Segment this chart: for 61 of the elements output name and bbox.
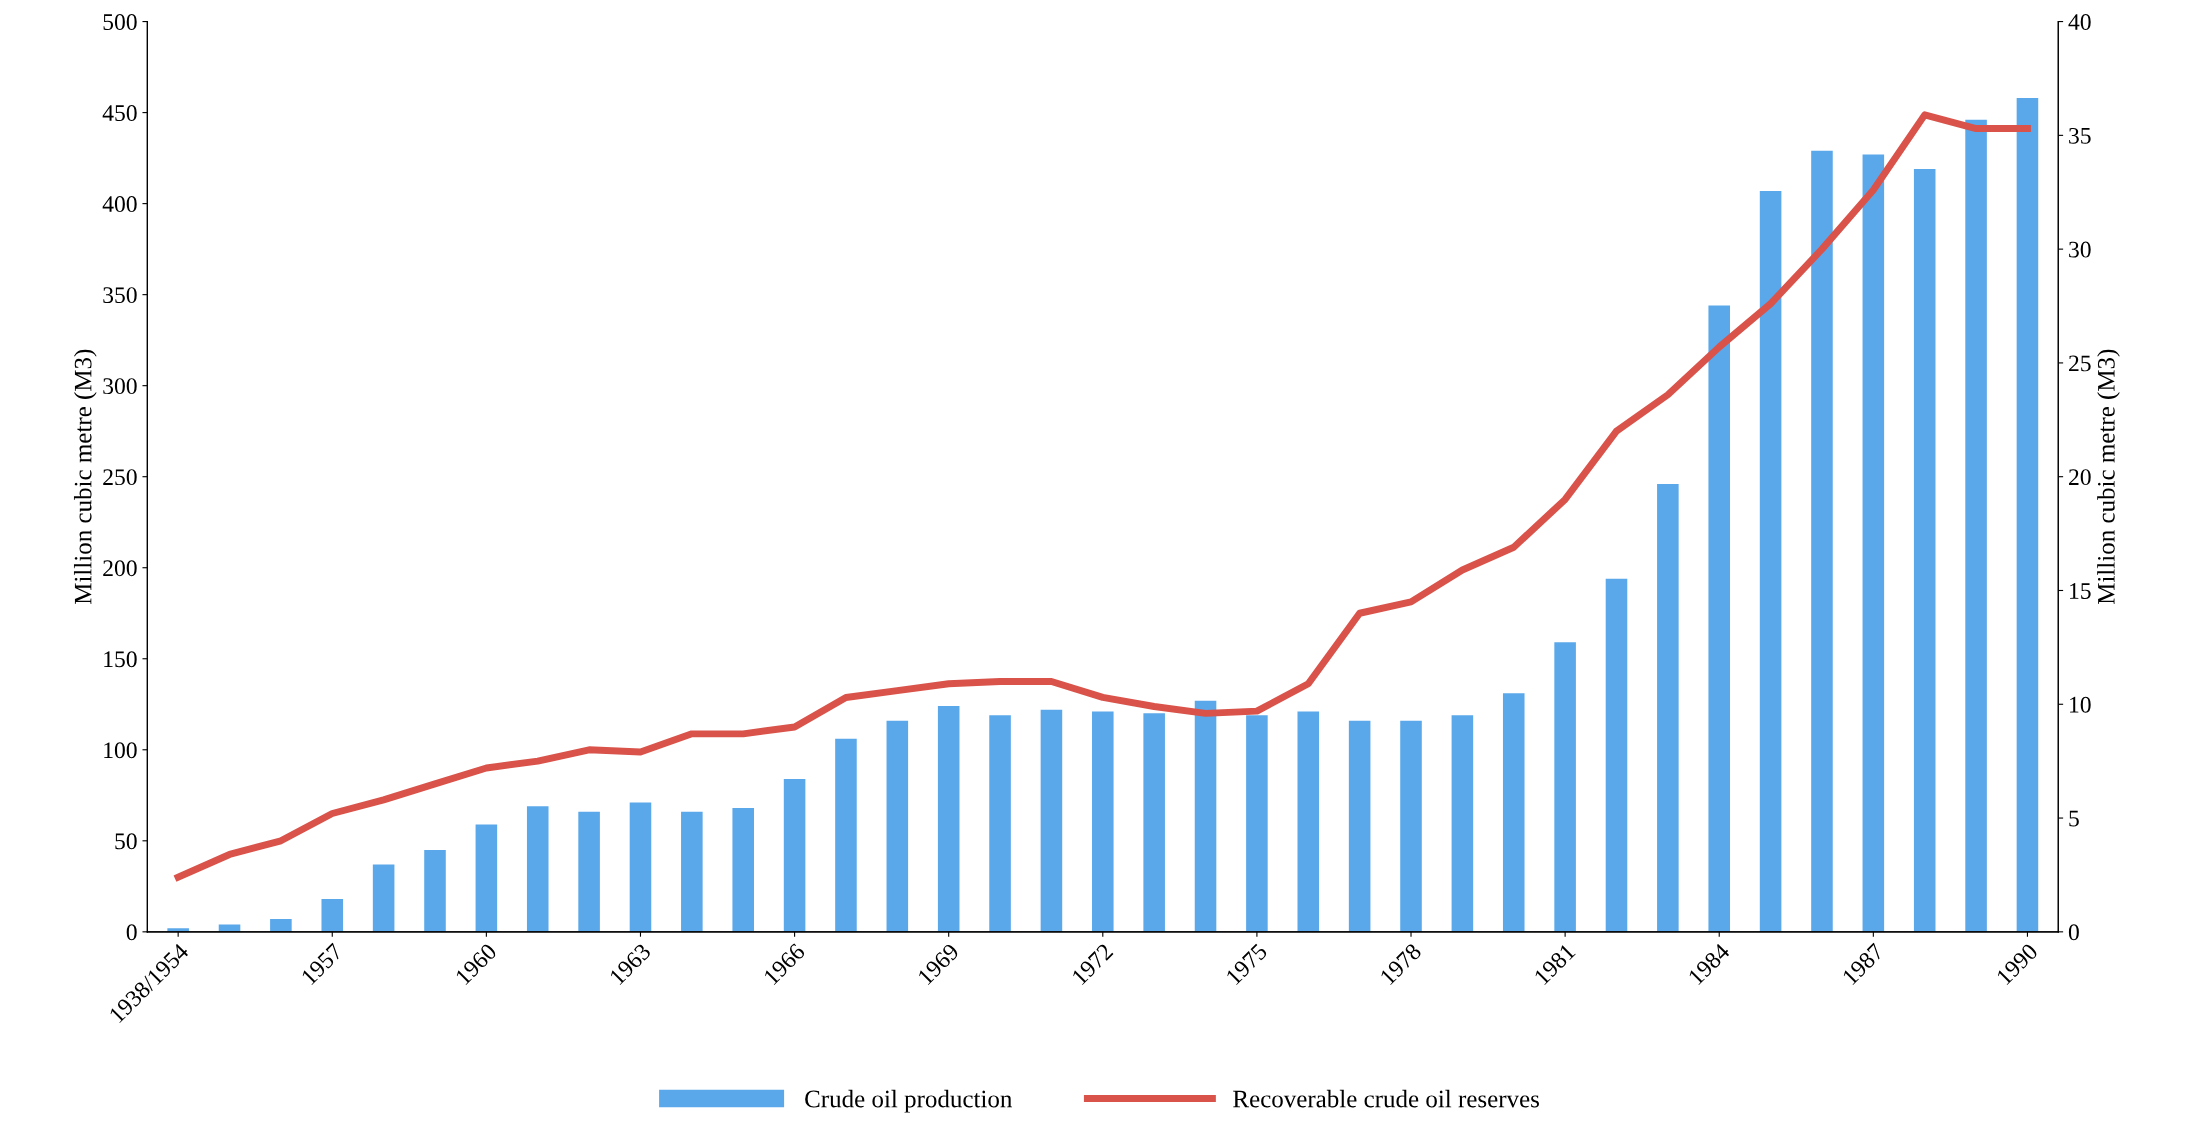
bar — [1246, 715, 1268, 932]
bar — [1040, 709, 1063, 932]
bar — [424, 849, 446, 932]
bar — [1348, 720, 1371, 932]
y2-tick-label: 0 — [2068, 924, 2079, 941]
y-tick-label: 450 — [102, 105, 137, 122]
bar — [475, 824, 498, 932]
bar — [1400, 720, 1422, 932]
bar — [629, 802, 652, 932]
x-tick-label: 1981 — [1533, 943, 1576, 986]
y-tick-label: 200 — [103, 560, 137, 577]
bar — [1657, 483, 1679, 932]
bar — [886, 720, 909, 932]
bar — [2016, 98, 2039, 932]
y-tick-label: 500 — [103, 14, 137, 30]
y-tick-label: 150 — [104, 651, 137, 668]
bar — [270, 919, 292, 932]
bar — [1554, 642, 1576, 932]
bar — [681, 811, 703, 932]
bar — [578, 811, 600, 932]
bar — [372, 864, 395, 932]
x-tick-label: 1969 — [917, 942, 960, 986]
bar — [1451, 715, 1474, 932]
bar — [1708, 305, 1731, 932]
y2-tick-label: 30 — [2069, 241, 2091, 258]
bar — [321, 899, 344, 932]
y2-tick-label: 35 — [2069, 127, 2091, 144]
y2-tick-label: 15 — [2070, 583, 2091, 599]
y-tick-label: 350 — [103, 287, 137, 304]
bar — [1965, 119, 1987, 932]
bar — [1759, 190, 1782, 932]
bar — [937, 706, 960, 932]
bar — [1913, 169, 1936, 932]
y-tick-label: 50 — [115, 833, 137, 850]
bar — [1605, 578, 1628, 932]
bar — [1143, 713, 1165, 932]
bar — [783, 778, 806, 932]
bar — [1297, 711, 1320, 932]
bar — [1194, 700, 1217, 932]
legend-label: Crude oil production — [805, 1089, 1013, 1113]
y-tick-label: 400 — [102, 196, 137, 213]
y-axis-title: Million cubic metre (M3) — [73, 349, 97, 605]
y2-tick-label: 25 — [2069, 355, 2091, 372]
y-tick-label: 100 — [104, 742, 137, 759]
y-tick-label: 0 — [126, 924, 137, 941]
y2-tick-label: 20 — [2069, 469, 2091, 486]
bar — [1502, 693, 1525, 932]
bar — [835, 738, 857, 932]
y2-tick-label: 40 — [2068, 14, 2091, 30]
y2-tick-label: 10 — [2070, 696, 2091, 713]
y-tick-label: 300 — [103, 378, 137, 395]
bar — [1092, 711, 1114, 932]
bar — [989, 715, 1011, 932]
y2-tick-label: 5 — [2069, 810, 2079, 827]
bar — [1862, 154, 1885, 932]
legend-label: Recoverable crude oil reserves — [1233, 1089, 1539, 1108]
bar — [526, 806, 549, 932]
bar — [732, 808, 754, 932]
y-tick-label: 250 — [103, 469, 137, 486]
y2-axis-title: Million cubic metre (M3) — [2097, 349, 2120, 605]
bar — [1811, 150, 1833, 932]
